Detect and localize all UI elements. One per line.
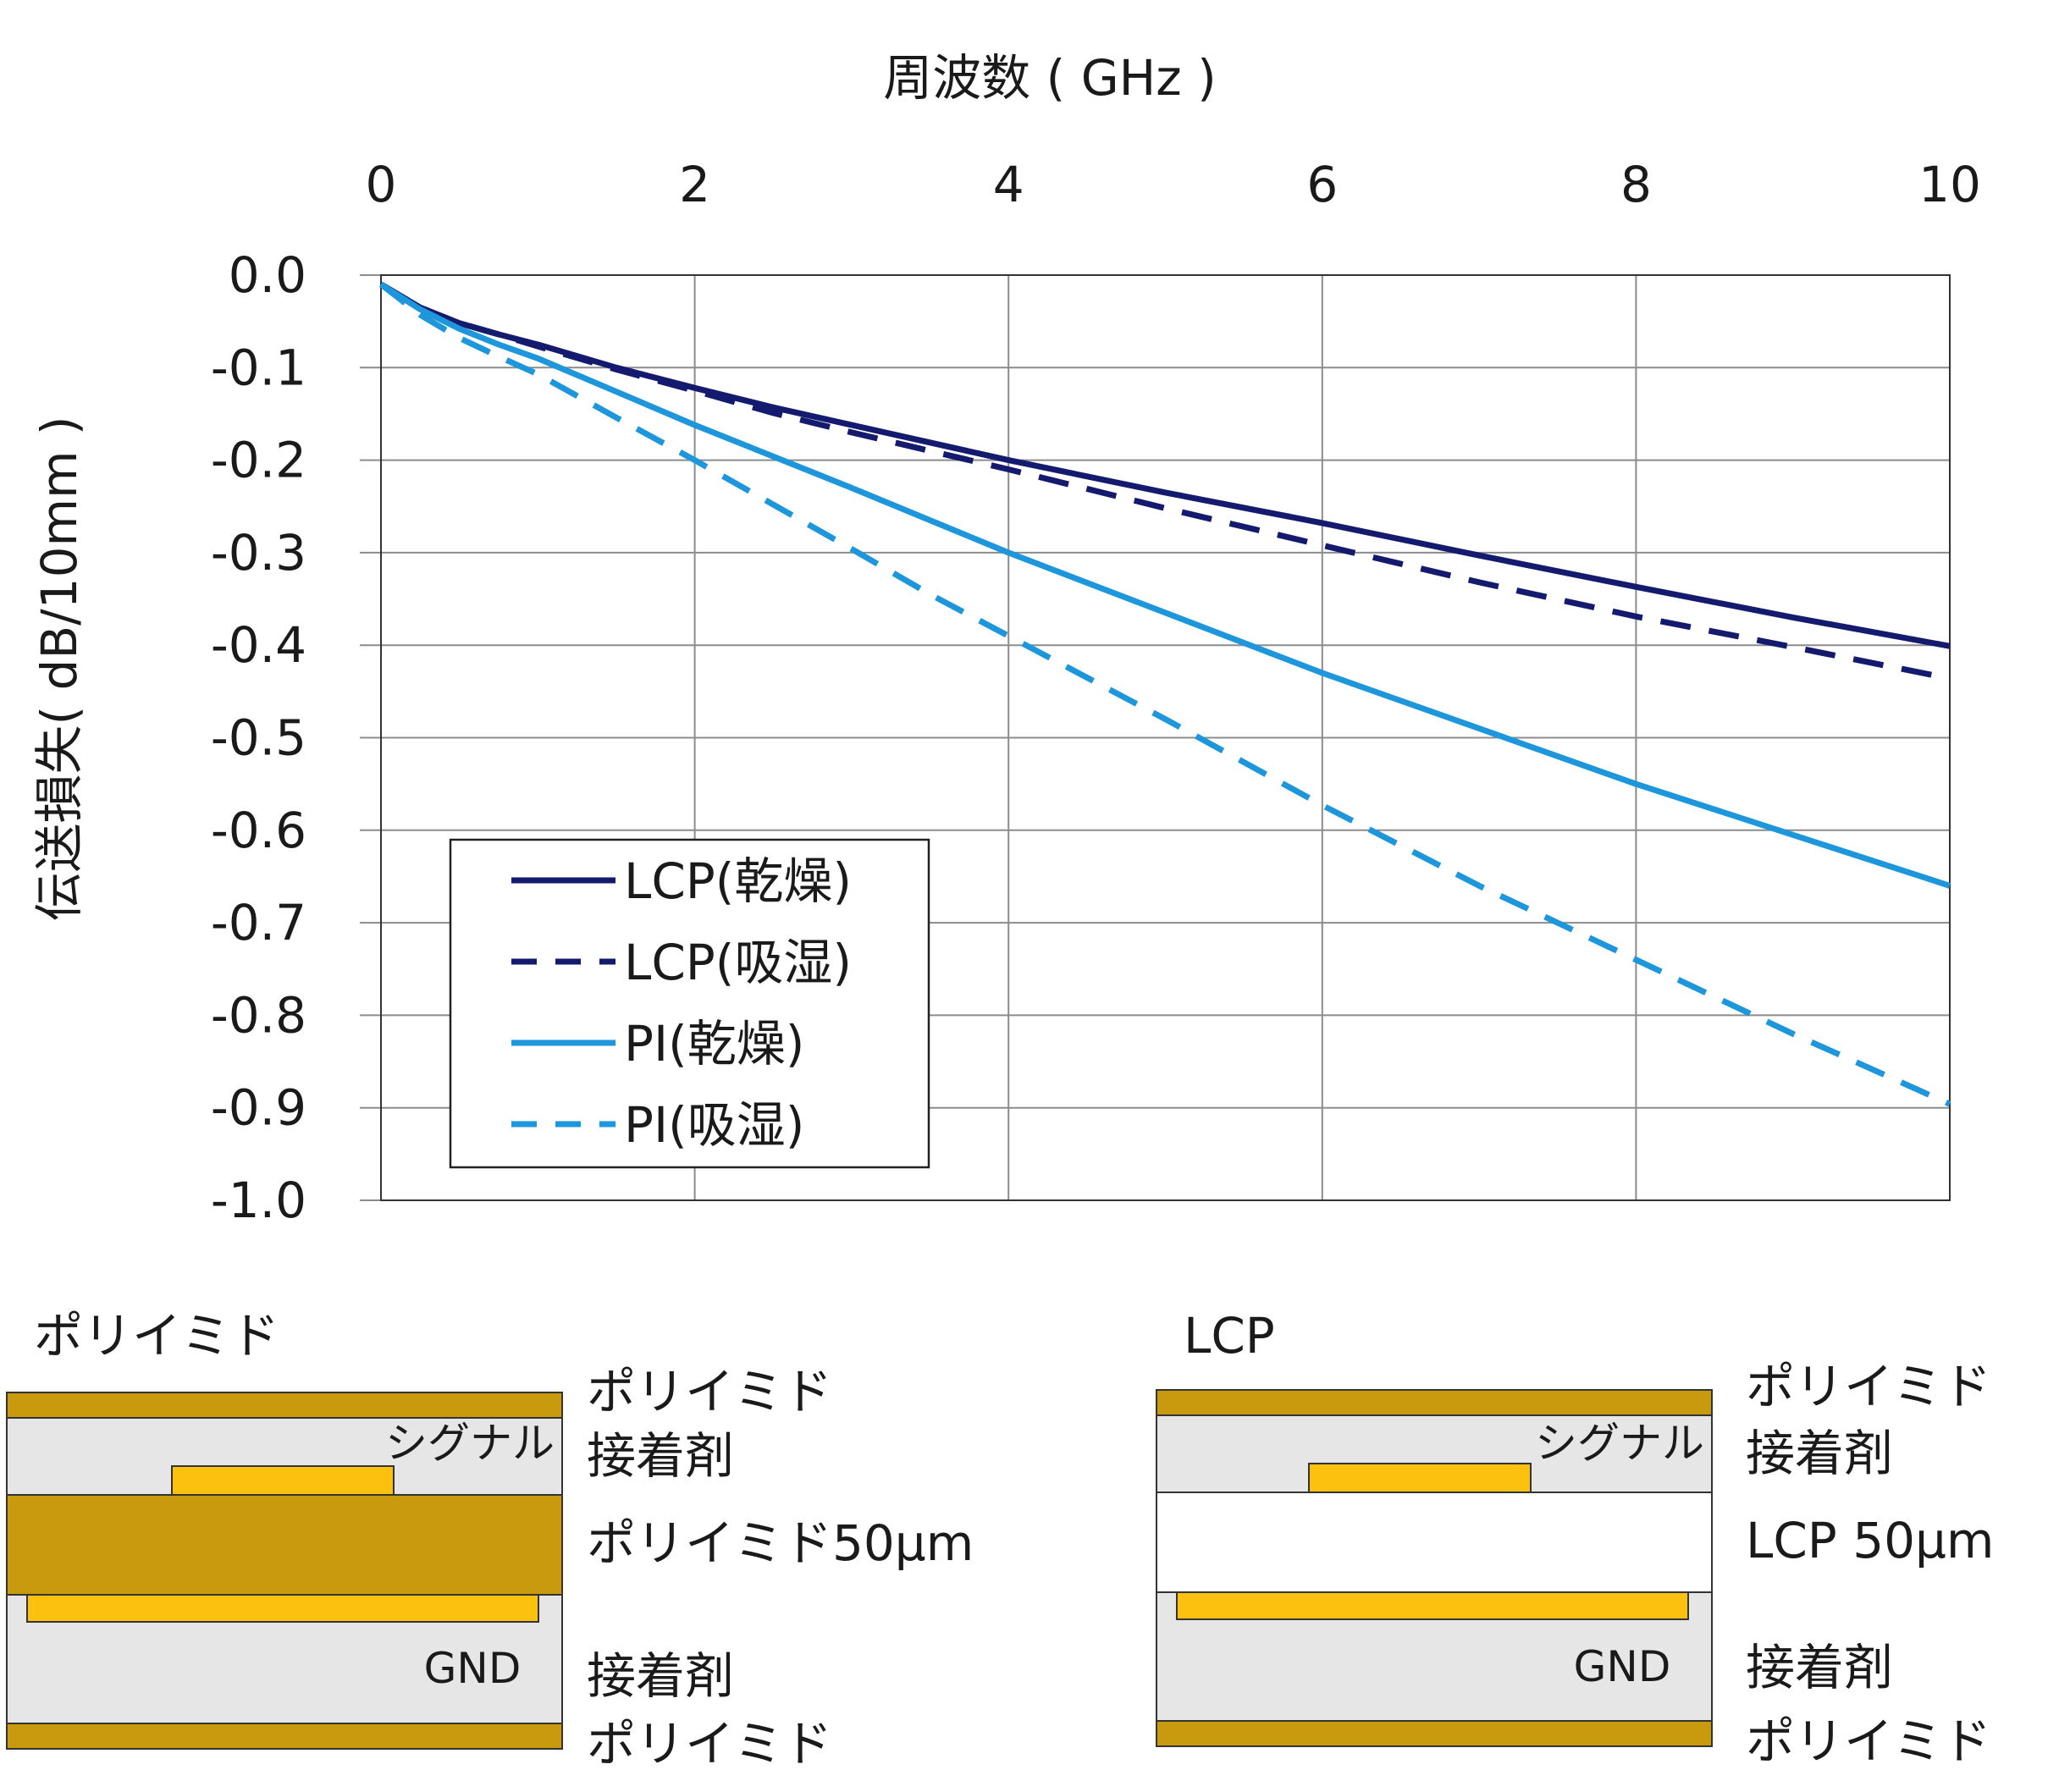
bottom-polyimide-layer <box>1156 1720 1713 1747</box>
signal-label: シグナル <box>1535 1419 1704 1468</box>
y-tick-labels: 0.0 -0.1 -0.2 -0.3 -0.4 -0.5 -0.6 -0.7 -0.8 -0.9 -… <box>211 246 306 1229</box>
gnd-label: GND <box>424 1644 522 1693</box>
y-axis-title: 伝送損失( dB/10mm ) <box>30 416 88 921</box>
polyimide-stackup: ポリイミド シグナル GND ポリイミド 接着剤 ポリイミド50μm 接着剤 ポ… <box>6 1307 974 1773</box>
chart-grid <box>360 274 1951 1201</box>
y-tick-label: -0.5 <box>211 709 306 767</box>
x-tick-label: 8 <box>1620 156 1652 213</box>
top-polyimide-layer <box>6 1392 563 1419</box>
plot-frame <box>380 274 1951 1201</box>
layer-label-4: 接着剤 <box>1746 1639 1893 1696</box>
y-tick-label: -0.1 <box>211 339 306 396</box>
gnd-trace <box>26 1594 539 1623</box>
layer-label-3: LCP 50μm <box>1746 1512 1994 1569</box>
legend-label-1: LCP(乾燥) <box>624 852 852 910</box>
layer-label-3: ポリイミド50μm <box>587 1514 974 1572</box>
y-tick-label: -0.8 <box>211 986 306 1044</box>
y-tick-label: 0.0 <box>229 246 306 304</box>
x-tick-label: 10 <box>1918 156 1981 213</box>
polyimide-stackup-title: ポリイミド <box>34 1307 279 1365</box>
y-tick-label: -0.2 <box>211 432 306 489</box>
x-tick-label: 6 <box>1306 156 1338 213</box>
core-polyimide-layer <box>6 1494 563 1596</box>
bottom-polyimide-layer <box>6 1723 563 1750</box>
x-tick-label: 2 <box>679 156 710 213</box>
y-tick-label: -0.9 <box>211 1079 306 1137</box>
core-lcp-layer <box>1156 1491 1713 1593</box>
y-tick-label: -0.3 <box>211 524 306 582</box>
gnd-label: GND <box>1574 1642 1671 1691</box>
top-polyimide-layer <box>1156 1389 1713 1416</box>
legend-label-4: PI(吸湿) <box>624 1096 804 1154</box>
series-line-4 <box>378 282 1951 1107</box>
layer-label-2: 接着剤 <box>587 1427 734 1485</box>
series-line-2 <box>379 281 1951 681</box>
layer-label-5: ポリイミド <box>1746 1712 1991 1770</box>
layer-label-5: ポリイミド <box>587 1715 832 1773</box>
legend-label-2: LCP(吸湿) <box>624 934 852 991</box>
layer-label-1: ポリイミド <box>1746 1358 1991 1415</box>
gnd-trace <box>1176 1591 1689 1620</box>
chart-legend: LCP(乾燥) LCP(吸湿) PI(乾燥) PI(吸湿) <box>449 838 930 1169</box>
legend-box <box>449 838 930 1169</box>
legend-label-3: PI(乾燥) <box>624 1015 804 1072</box>
y-tick-label: -1.0 <box>211 1172 306 1229</box>
signal-trace <box>1308 1463 1532 1493</box>
series-line-3 <box>379 281 1951 889</box>
x-tick-labels: 0 2 4 6 8 10 <box>366 156 1981 213</box>
signal-label: シグナル <box>385 1419 555 1468</box>
signal-trace <box>171 1465 395 1496</box>
series-lines <box>378 281 1951 1107</box>
y-tick-label: -0.7 <box>211 894 306 951</box>
y-tick-label: -0.6 <box>211 802 306 859</box>
lcp-stackup: LCP シグナル GND ポリイミド 接着剤 LCP 50μm 接着剤 ポリイミ… <box>1156 1307 1994 1770</box>
layer-label-4: 接着剤 <box>587 1647 734 1705</box>
x-axis-title: 周波数 ( GHz ) <box>883 49 1217 107</box>
lcp-stackup-title: LCP <box>1184 1307 1275 1365</box>
x-tick-label: 4 <box>993 156 1024 213</box>
y-tick-label: -0.4 <box>211 616 306 674</box>
transmission-loss-chart: 0 2 4 6 8 10 0.0 -0.1 -0.2 -0.3 -0.4 -0.5 -0.6 -0.7 -… <box>30 49 1981 1229</box>
layer-label-1: ポリイミド <box>587 1363 832 1420</box>
layer-label-2: 接着剤 <box>1746 1425 1893 1482</box>
x-tick-label: 0 <box>366 156 397 213</box>
